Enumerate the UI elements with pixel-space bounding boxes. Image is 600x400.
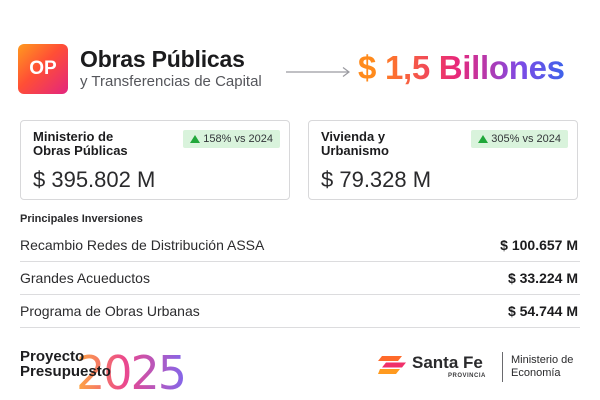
card-value: $ 395.802 M xyxy=(33,167,156,192)
amount-currency: $ xyxy=(358,49,377,86)
trend-up-icon xyxy=(190,135,201,143)
card-obras-publicas: Ministerio de Obras Públicas 158% vs 202… xyxy=(20,120,290,200)
table-row: Grandes Acueductos $ 33.224 M xyxy=(20,262,580,295)
table-row: Programa de Obras Urbanas $ 54.744 M xyxy=(20,295,580,328)
row-label: Programa de Obras Urbanas xyxy=(20,303,200,319)
ministry-name: Ministerio de Economía xyxy=(511,354,591,380)
change-text: 305% vs 2024 xyxy=(491,133,561,145)
project-line2: Presupuesto xyxy=(20,363,111,380)
row-value: $ 100.657 M xyxy=(500,237,578,253)
row-label: Recambio Redes de Distribución ASSA xyxy=(20,237,265,253)
ministry-line1: Ministerio de xyxy=(511,354,574,366)
card-name-line1: Ministerio de xyxy=(33,129,114,144)
card-vivienda: Vivienda y Urbanismo 305% vs 2024 $ 79.3… xyxy=(308,120,578,200)
change-badge: 305% vs 2024 xyxy=(471,130,568,148)
row-label: Grandes Acueductos xyxy=(20,270,150,286)
santa-fe-logo-icon xyxy=(378,356,406,374)
row-value: $ 54.744 M xyxy=(507,303,578,319)
card-name-line1: Vivienda y xyxy=(321,129,386,144)
change-badge: 158% vs 2024 xyxy=(183,130,280,148)
table-row: Recambio Redes de Distribución ASSA $ 10… xyxy=(20,229,580,262)
trend-up-icon xyxy=(478,135,489,143)
investments-title: Principales Inversiones xyxy=(20,213,143,225)
project-line1: Proyecto xyxy=(20,348,85,365)
card-name-line2: Obras Públicas xyxy=(33,143,128,158)
page-subtitle: y Transferencias de Capital xyxy=(80,73,262,90)
org-subtitle: PROVINCIA xyxy=(448,373,486,379)
card-name: Ministerio de Obras Públicas xyxy=(33,130,173,158)
card-name-line2: Urbanismo xyxy=(321,143,389,158)
project-name: Proyecto Presupuesto xyxy=(20,349,111,379)
total-amount: $ 1,5 Billones xyxy=(358,49,565,87)
row-value: $ 33.224 M xyxy=(507,270,578,286)
change-text: 158% vs 2024 xyxy=(203,133,273,145)
arrow-right-icon xyxy=(286,67,350,77)
op-badge: OP xyxy=(18,44,68,94)
divider xyxy=(502,352,503,382)
card-value: $ 79.328 M xyxy=(321,167,432,192)
amount-value: 1,5 Billones xyxy=(384,49,565,86)
project-logo: 2025 Proyecto Presupuesto xyxy=(20,346,220,400)
org-name: Santa Fe xyxy=(412,353,483,372)
card-name: Vivienda y Urbanismo xyxy=(321,130,461,158)
project-year: 2025 xyxy=(76,346,187,400)
ministry-line2: Economía xyxy=(511,367,561,379)
page-title: Obras Públicas xyxy=(80,46,245,72)
header: OP Obras Públicas y Transferencias de Ca… xyxy=(18,44,582,100)
